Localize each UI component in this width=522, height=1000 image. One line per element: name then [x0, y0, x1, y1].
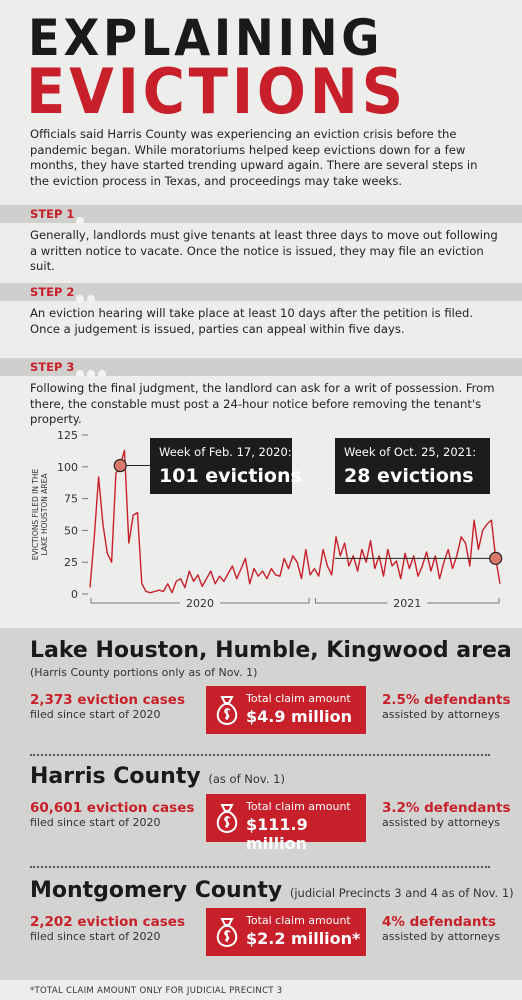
title-line1: EXPLAINING	[28, 9, 384, 67]
annotation-box	[150, 438, 292, 494]
divider	[30, 866, 490, 868]
area-name: Lake Houston, Humble, Kingwood area	[30, 638, 512, 663]
cases-block: 2,373 eviction cases filed since start of…	[30, 692, 185, 721]
y-tick-label: 125	[57, 429, 78, 442]
step-label: STEP 2	[30, 285, 75, 299]
step-label: STEP 1	[30, 207, 75, 221]
claim-box: Total claim amount $111.9 million	[206, 794, 366, 853]
claim-label: Total claim amount	[246, 800, 351, 813]
y-axis-label: EVICTIONS FILED IN THELAKE HOUSTON AREA	[31, 468, 49, 560]
defendants-block: 3.2% defendants assisted by attorneys	[382, 800, 510, 829]
area-title: Lake Houston, Humble, Kingwood area	[30, 638, 512, 664]
defendants-block: 2.5% defendants assisted by attorneys	[382, 692, 510, 721]
cases-block: 60,601 eviction cases filed since start o…	[30, 800, 194, 829]
data-line	[89, 449, 501, 594]
divider	[30, 754, 490, 756]
area-name: Montgomery County	[30, 878, 283, 903]
defendants-block: 4% defendants assisted by attorneys	[382, 914, 500, 943]
annotation-box	[335, 438, 490, 494]
cases-note: filed since start of 2020	[30, 816, 161, 829]
title-line2: EVICTIONS	[26, 55, 407, 128]
claim-label: Total claim amount	[246, 914, 351, 927]
claim-amount: $111.9 million	[246, 815, 308, 853]
annotation-heading: Week of Feb. 17, 2020:	[159, 445, 292, 459]
defendants-note: assisted by attorneys	[382, 708, 500, 721]
annotation-heading: Week of Oct. 25, 2021:	[344, 445, 476, 459]
claim-label: Total claim amount	[246, 692, 351, 705]
defendants: 3.2% defendants	[382, 800, 511, 816]
step-band: STEP 2	[0, 283, 522, 303]
cases: 2,373 eviction cases	[30, 692, 185, 708]
step-label: STEP 3	[30, 360, 75, 374]
step-band: STEP 1	[0, 205, 522, 225]
y-tick-label: 0	[71, 588, 78, 601]
y-tick-label: 25	[64, 556, 78, 569]
area-title: Harris County (as of Nov. 1)	[30, 764, 285, 790]
intro: Officials said Harris County was experie…	[30, 127, 478, 188]
annotation-label: 28 evictions	[344, 465, 474, 487]
defendants-note: assisted by attorneys	[382, 930, 500, 943]
claim-amount: $4.9 million	[246, 707, 353, 726]
y-tick-label: 50	[64, 524, 78, 537]
defendants: 2.5% defendants	[382, 692, 511, 708]
step-text: Following the final judgment, the landlo…	[30, 381, 495, 426]
defendants-note: assisted by attorneys	[382, 816, 500, 829]
x-group-bracket	[90, 598, 310, 604]
claim-amount: $2.2 million*	[246, 929, 361, 948]
claim-box: Total claim amount $2.2 million*	[206, 908, 366, 956]
area-subtitle: (as of Nov. 1)	[208, 772, 285, 786]
cases-note: filed since start of 2020	[30, 930, 161, 943]
cases-block: 2,202 eviction cases filed since start of…	[30, 914, 185, 943]
chart: EVICTIONS FILED IN THELAKE HOUSTON AREA 0…	[31, 429, 503, 610]
annotation-point	[113, 458, 127, 473]
area-title: Montgomery County (judicial Precincts 3 …	[30, 878, 514, 904]
footnote: *TOTAL CLAIM AMOUNT ONLY FOR JUDICIAL PR…	[30, 986, 283, 996]
cases: 2,202 eviction cases	[30, 914, 185, 930]
x-group-label: 2020	[186, 597, 214, 610]
x-group-label: 2021	[393, 597, 421, 610]
area-subtitle: (Harris County portions only as of Nov. …	[30, 666, 258, 679]
cases: 60,601 eviction cases	[30, 800, 195, 816]
step-text: An eviction hearing will take place at l…	[30, 306, 474, 336]
x-group-bracket	[314, 598, 500, 604]
y-axis-label-line: EVICTIONS FILED IN THE	[31, 468, 40, 560]
y-axis-label-line: LAKE HOUSTON AREA	[40, 473, 49, 556]
step-band: STEP 3	[0, 358, 522, 378]
annotation-point	[489, 551, 503, 565]
money-bag-icon	[216, 918, 238, 948]
area-name: Harris County	[30, 764, 201, 789]
defendants: 4% defendants	[382, 914, 496, 930]
y-tick-label: 75	[64, 493, 78, 506]
y-tick-label: 100	[57, 461, 78, 474]
money-bag-icon	[216, 804, 238, 834]
money-bag-icon	[216, 696, 238, 726]
annotation-label: 101 evictions	[159, 465, 302, 487]
cases-note: filed since start of 2020	[30, 708, 161, 721]
area-subtitle: (judicial Precincts 3 and 4 as of Nov. 1…	[289, 886, 514, 900]
claim-box: Total claim amount $4.9 million	[206, 686, 366, 734]
step-text: Generally, landlords must give tenants a…	[30, 228, 498, 273]
